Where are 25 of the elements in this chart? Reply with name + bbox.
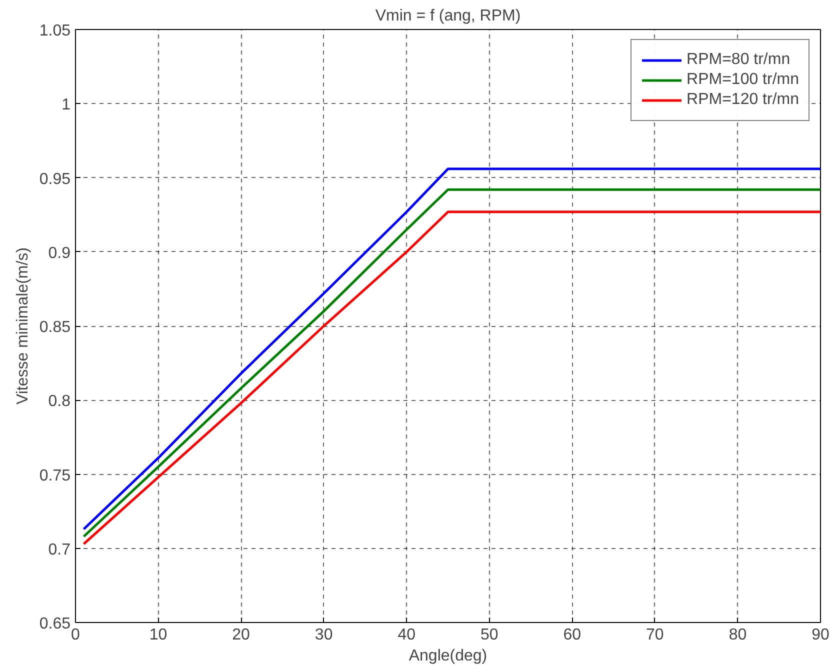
x-axis-title: Angle(deg) bbox=[408, 648, 488, 664]
legend-label: RPM=80 tr/mn bbox=[686, 51, 790, 69]
x-tick-label: 80 bbox=[728, 626, 747, 644]
y-axis-title: Vitesse minimale(m/s) bbox=[14, 247, 32, 405]
x-tick-label: 10 bbox=[149, 626, 168, 644]
y-tick-label: 0.9 bbox=[48, 244, 71, 262]
y-tick-label: 0.75 bbox=[39, 467, 71, 484]
x-tick-label: 0 bbox=[71, 626, 80, 644]
x-tick-label: 50 bbox=[480, 626, 498, 644]
x-tick-label: 70 bbox=[646, 626, 664, 644]
y-tick-label: 0.85 bbox=[39, 319, 71, 336]
y-tick-label: 1 bbox=[62, 96, 71, 114]
legend-label: RPM=120 tr/mn bbox=[686, 91, 799, 109]
y-tick-label: 0.7 bbox=[48, 541, 71, 558]
y-tick-label: 0.65 bbox=[39, 616, 71, 632]
x-tick-label: 30 bbox=[314, 626, 333, 644]
x-tick-label: 20 bbox=[232, 626, 250, 644]
x-tick-label: 60 bbox=[563, 626, 582, 644]
y-tick-label: 0.8 bbox=[48, 393, 71, 410]
chart-title: Vmin = f (ang, RPM) bbox=[375, 8, 521, 24]
x-tick-label: 90 bbox=[812, 626, 830, 644]
y-tick-label: 1.05 bbox=[39, 22, 71, 40]
x-tick-label: 40 bbox=[398, 626, 416, 644]
y-tick-label: 0.95 bbox=[39, 170, 71, 188]
legend-label: RPM=100 tr/mn bbox=[686, 71, 799, 89]
